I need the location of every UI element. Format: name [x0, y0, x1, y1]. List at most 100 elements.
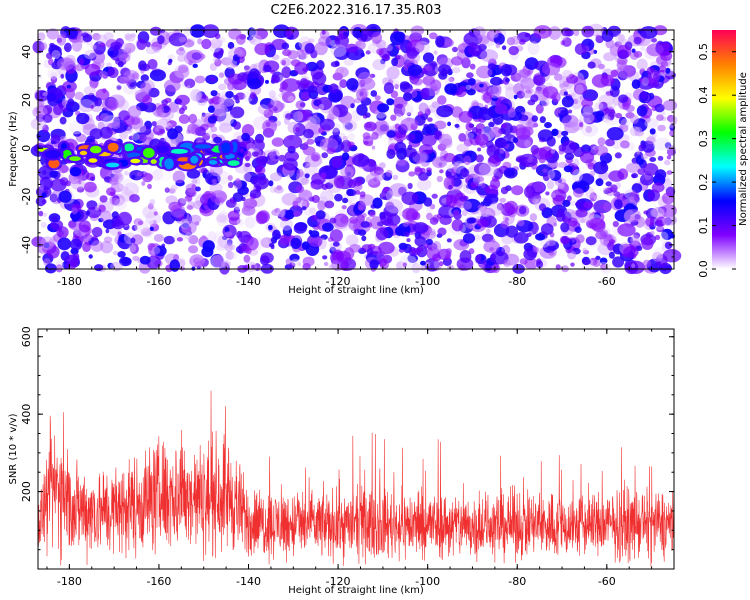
spectrogram-cell — [165, 187, 169, 192]
spectrogram-cell — [117, 251, 126, 258]
spectrogram-cell — [265, 79, 269, 84]
spectrogram-cell — [121, 257, 131, 265]
spectrogram-cell — [342, 197, 349, 204]
spectrogram-cell — [527, 41, 540, 55]
spectrogram-cell — [192, 90, 202, 101]
spectrogram-x-axis-label: Height of straight line (km) — [288, 285, 424, 296]
spectrogram-cell — [249, 128, 254, 133]
spectrogram-cell — [345, 234, 359, 246]
spectrogram-cell — [284, 209, 295, 220]
spectrogram-cell — [131, 174, 136, 179]
spectrogram-cell — [575, 208, 588, 218]
spectrogram-cell — [73, 131, 82, 137]
spectrogram-cell — [149, 69, 166, 82]
spectrogram-cell — [404, 231, 410, 237]
spectrogram-cell — [370, 90, 378, 97]
spectrogram-cell — [560, 109, 568, 117]
spectrogram-cell — [268, 224, 273, 231]
spectrogram-cell — [561, 140, 577, 155]
spectrogram-cell — [183, 26, 192, 37]
snr-y-axis-label: SNR (10 * v/v) — [8, 413, 19, 484]
spectrogram-cell — [656, 216, 667, 227]
spectrogram-cell — [197, 38, 203, 45]
spectrogram-cell — [593, 194, 601, 201]
spectrogram-cell — [505, 225, 518, 238]
spectrogram-cell — [585, 126, 593, 133]
spectrogram-cell — [308, 38, 315, 44]
spectrogram-cell — [525, 232, 532, 237]
spectrogram-cell — [123, 171, 130, 176]
spectrogram-cell — [184, 78, 196, 89]
spectrogram-cell — [42, 113, 53, 123]
spectrogram-cell — [51, 216, 58, 221]
spectrogram-cell — [486, 144, 501, 158]
spectrogram-cell — [572, 169, 583, 183]
spectrogram-cell — [382, 53, 390, 61]
spectrogram-cell — [436, 175, 443, 183]
spectrogram-cell — [538, 203, 547, 212]
spectrogram-cell — [494, 138, 507, 148]
spectrogram-cell — [49, 45, 62, 55]
spectrogram-cell — [168, 32, 187, 47]
spectrogram-cell — [411, 262, 421, 274]
spectrogram-cell — [129, 194, 140, 203]
spectrogram-cell — [466, 217, 476, 224]
spectrogram-cell — [246, 36, 253, 41]
spectrogram-cell — [555, 162, 561, 168]
spectrogram-x-ticks: -180 -160 -140 -120 -100 -80 -60 — [46, 30, 675, 288]
spectrogram-cell — [391, 57, 399, 67]
spectrogram-cell — [193, 94, 200, 102]
spectrogram-cell — [271, 209, 281, 216]
spectrogram-cell — [307, 115, 321, 128]
spectrogram-cell — [479, 83, 484, 88]
spectrogram-cell — [477, 204, 484, 210]
colorbar-ticks: 0.0 0.1 0.2 0.3 0.4 0.5 — [697, 43, 736, 278]
spectrogram-cell — [227, 175, 233, 181]
spectrogram-cell — [95, 88, 110, 101]
spectrogram-cell — [465, 84, 472, 91]
spectrogram-cell — [218, 83, 227, 91]
spectrogram-cell — [365, 173, 380, 185]
spectrogram-cell — [386, 148, 396, 159]
spectrogram-cell — [606, 101, 617, 110]
spectrogram-cell — [202, 24, 220, 38]
spectrogram-cell — [438, 205, 457, 219]
spectrogram-cell — [357, 71, 373, 85]
spectrogram-cell — [418, 102, 429, 114]
spectrogram-cell — [125, 34, 136, 42]
spectrogram-cell — [656, 114, 664, 121]
spectrogram-cell — [236, 218, 244, 226]
spectrogram-cell — [334, 34, 349, 48]
spectrogram-cell — [356, 88, 368, 102]
spectrogram-cell — [253, 28, 268, 40]
spectrogram-cell — [168, 201, 182, 212]
spectrogram-cell — [549, 170, 562, 181]
spectrogram-cell — [618, 94, 629, 103]
spectrogram-cell — [338, 132, 346, 140]
spectrogram-cell — [212, 57, 218, 62]
spectrogram-cell — [302, 256, 315, 267]
spectrogram-cell — [316, 60, 325, 70]
spectrogram-cell — [458, 111, 473, 123]
spectrogram-cell — [508, 45, 519, 56]
spectrogram-cell — [643, 163, 659, 176]
spectrogram-cell — [396, 158, 407, 166]
spectrogram-x-tick-label: -100 — [415, 275, 440, 288]
spectrogram-cell — [151, 246, 161, 255]
spectrogram-cell — [90, 104, 94, 109]
spectrogram-cell — [35, 196, 46, 207]
spectrogram-cell — [99, 126, 113, 139]
spectrogram-cell — [277, 93, 283, 98]
spectrogram-cell — [297, 109, 311, 122]
spectrogram-cell — [583, 105, 594, 116]
spectrogram-cell — [145, 41, 151, 48]
spectrogram-cell — [587, 162, 595, 170]
spectrogram-cell — [618, 116, 627, 126]
spectrogram-cell — [624, 104, 635, 113]
spectrogram-cell — [322, 255, 328, 260]
spectrogram-cell — [649, 157, 657, 162]
spectrogram-cell — [666, 265, 672, 271]
spectrogram-cell — [631, 173, 639, 179]
spectrogram-cell — [302, 146, 316, 156]
spectrogram-cell — [134, 123, 147, 133]
